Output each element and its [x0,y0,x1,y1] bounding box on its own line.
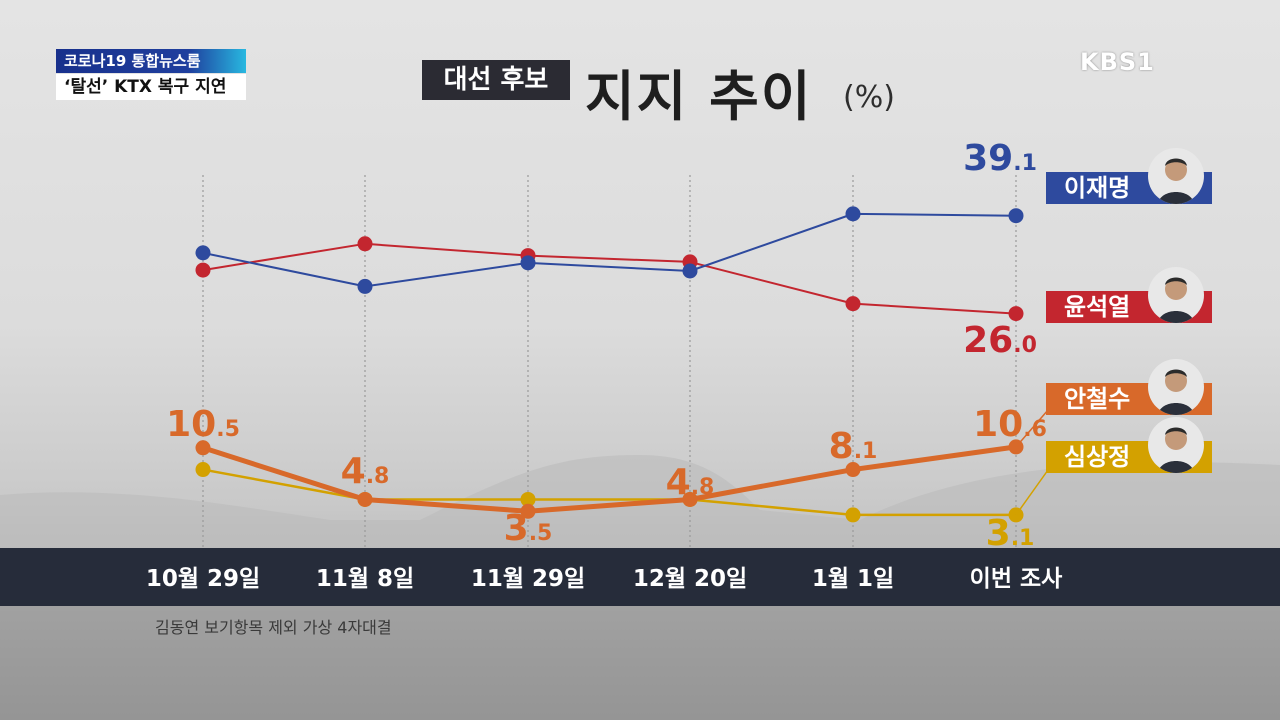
legend-label: 윤석열 [1064,293,1131,321]
candidate-photo [1148,359,1204,415]
data-point [845,296,861,312]
news-headline: ‘탈선’ KTX 복구 지연 [56,74,246,100]
leader-line [1015,469,1049,516]
x-tick-label: 10월 29일 [146,566,260,592]
series-line [202,212,1017,288]
data-point [357,491,373,507]
data-label: 10.6 [973,404,1047,445]
data-label: 39.1 [963,138,1037,179]
data-label: 3.1 [986,513,1035,554]
kbs-logo: KBS1 [1080,48,1155,76]
chart-unit: (%) [843,80,895,115]
title-tag: 대선 후보 [422,60,570,100]
data-point [682,491,698,507]
data-point [845,206,861,222]
data-point [195,245,211,261]
data-label: 4.8 [341,451,390,492]
news-program-label: 코로나19 통합뉴스룸 [56,49,246,73]
legend-label: 심상정 [1064,443,1131,471]
x-axis-band [0,548,1280,606]
data-label: 8.1 [829,426,878,467]
leader-line [1015,409,1049,448]
data-label: 26.0 [963,320,1037,361]
data-point [195,462,211,478]
data-point [1008,208,1024,224]
data-point [195,262,211,278]
data-point [1008,306,1024,322]
x-tick-label: 12월 20일 [633,566,747,592]
x-tick-label: 11월 29일 [471,566,585,592]
data-point [845,462,861,478]
data-point [520,503,536,519]
x-tick-label: 11월 8일 [316,566,414,592]
footnote: 김동연 보기항목 제외 가상 4자대결 [155,618,392,637]
x-tick-label: 이번 조사 [970,566,1063,592]
x-tick-label: 1월 1일 [812,566,894,592]
data-point [845,507,861,523]
data-point [195,440,211,456]
data-point [520,491,536,507]
data-label: 10.5 [166,404,240,445]
data-point [357,278,373,294]
series-line [202,242,1017,315]
series-line [202,444,1017,514]
data-point [520,255,536,271]
candidate-photo [1148,148,1204,204]
data-point [682,263,698,279]
candidate-photo [1148,267,1204,323]
data-label: 3.5 [504,508,553,549]
series-line [202,468,1016,517]
legend-label: 이재명 [1064,174,1131,202]
legend-label: 안철수 [1064,385,1131,413]
news-caption: 코로나19 통합뉴스룸 ‘탈선’ KTX 복구 지연 [56,49,246,100]
data-label: 4.8 [666,462,715,503]
data-point [357,236,373,252]
candidate-photo [1148,417,1204,473]
chart-title: 지지 추이 [585,65,813,128]
